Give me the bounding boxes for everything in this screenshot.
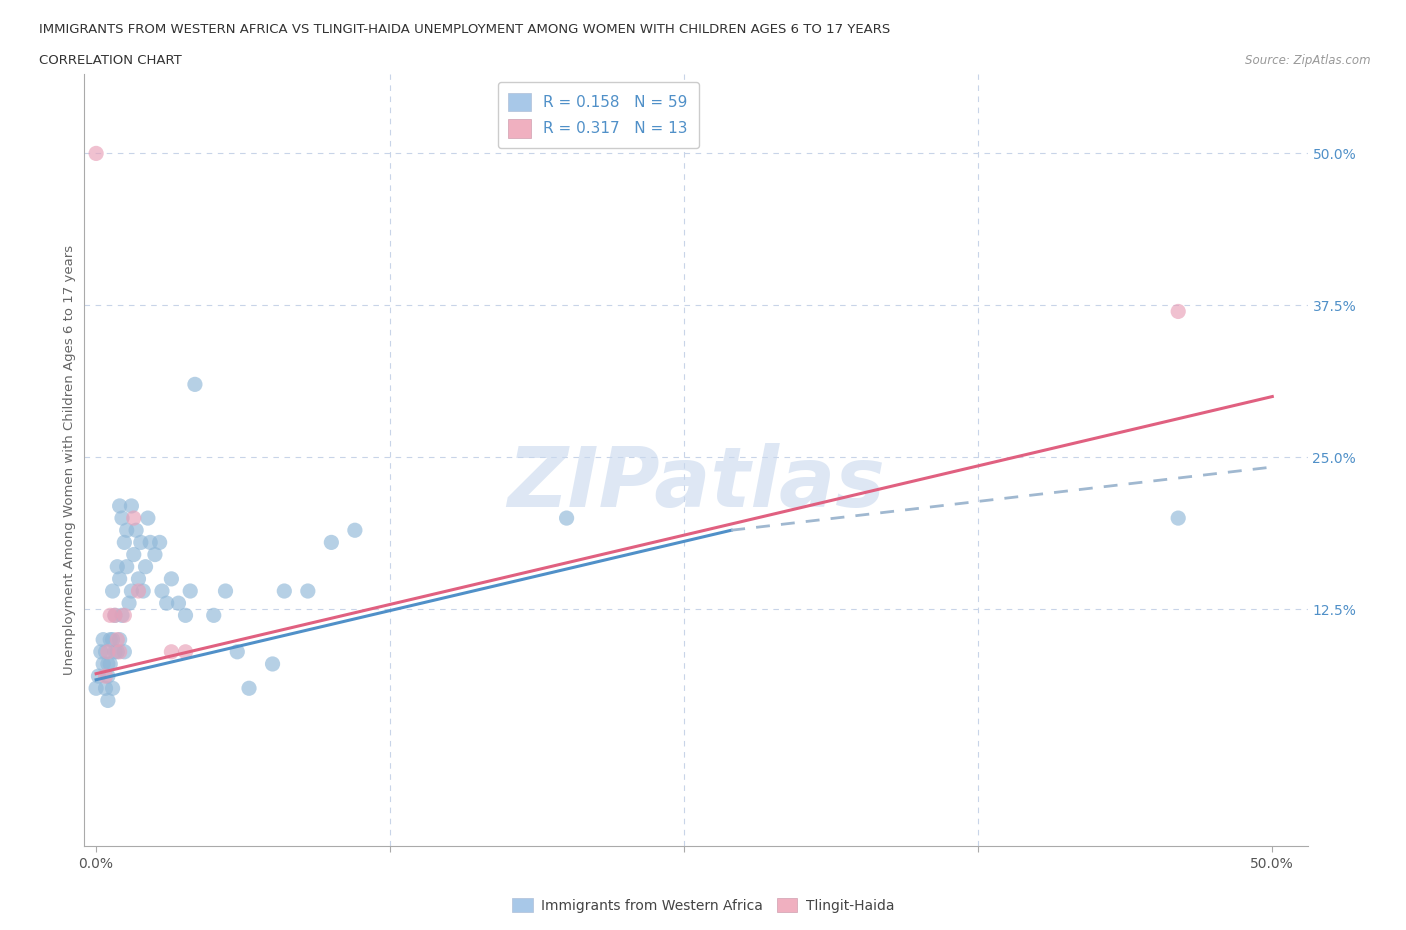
Point <box>120 584 142 599</box>
Point <box>101 584 124 599</box>
Point <box>132 584 155 599</box>
Point <box>150 584 173 599</box>
Point <box>108 632 131 647</box>
Point <box>98 632 121 647</box>
Point <box>143 547 166 562</box>
Point <box>108 571 131 586</box>
Point <box>160 571 183 586</box>
Point <box>84 146 107 161</box>
Point <box>112 608 135 623</box>
Point <box>97 657 120 671</box>
Point <box>105 644 128 659</box>
Text: CORRELATION CHART: CORRELATION CHART <box>39 54 183 67</box>
Point <box>111 608 134 623</box>
Point <box>97 693 120 708</box>
Point <box>136 511 159 525</box>
Text: Source: ZipAtlas.com: Source: ZipAtlas.com <box>1246 54 1371 67</box>
Point <box>84 681 107 696</box>
Point <box>112 535 135 550</box>
Point <box>262 657 284 671</box>
Point <box>139 535 162 550</box>
Point <box>97 669 120 684</box>
Point <box>105 632 128 647</box>
Point <box>105 559 128 574</box>
Point <box>343 523 366 538</box>
Point <box>108 498 131 513</box>
Point <box>111 511 134 525</box>
Point <box>94 644 117 659</box>
Point <box>91 657 114 671</box>
Legend: R = 0.158   N = 59, R = 0.317   N = 13: R = 0.158 N = 59, R = 0.317 N = 13 <box>498 82 699 149</box>
Point <box>184 377 207 392</box>
Point <box>101 632 124 647</box>
Point <box>167 596 190 611</box>
Point <box>94 681 117 696</box>
Point <box>174 644 197 659</box>
Point <box>125 523 148 538</box>
Point <box>98 608 121 623</box>
Point <box>214 584 236 599</box>
Point <box>129 535 152 550</box>
Point <box>127 571 149 586</box>
Y-axis label: Unemployment Among Women with Children Ages 6 to 17 years: Unemployment Among Women with Children A… <box>63 246 76 675</box>
Point <box>297 584 319 599</box>
Point <box>112 644 135 659</box>
Point <box>156 596 179 611</box>
Point <box>179 584 201 599</box>
Point <box>118 596 141 611</box>
Point <box>115 559 138 574</box>
Point <box>321 535 343 550</box>
Point <box>202 608 225 623</box>
Point <box>1167 511 1189 525</box>
Point <box>122 547 145 562</box>
Point <box>104 644 127 659</box>
Point <box>174 608 197 623</box>
Point <box>238 681 260 696</box>
Text: ZIPatlas: ZIPatlas <box>508 443 884 524</box>
Point <box>91 632 114 647</box>
Point <box>160 644 183 659</box>
Point <box>98 657 121 671</box>
Point <box>101 681 124 696</box>
Point <box>90 644 112 659</box>
Legend: Immigrants from Western Africa, Tlingit-Haida: Immigrants from Western Africa, Tlingit-… <box>506 893 900 919</box>
Point <box>1167 304 1189 319</box>
Point <box>87 669 110 684</box>
Point <box>127 584 149 599</box>
Point <box>122 511 145 525</box>
Point <box>108 644 131 659</box>
Point <box>115 523 138 538</box>
Point <box>104 608 127 623</box>
Point <box>149 535 172 550</box>
Point <box>135 559 157 574</box>
Point <box>104 608 127 623</box>
Point <box>273 584 295 599</box>
Point <box>555 511 578 525</box>
Point <box>120 498 142 513</box>
Point <box>97 644 120 659</box>
Point <box>226 644 249 659</box>
Text: IMMIGRANTS FROM WESTERN AFRICA VS TLINGIT-HAIDA UNEMPLOYMENT AMONG WOMEN WITH CH: IMMIGRANTS FROM WESTERN AFRICA VS TLINGI… <box>39 23 890 36</box>
Point <box>94 669 117 684</box>
